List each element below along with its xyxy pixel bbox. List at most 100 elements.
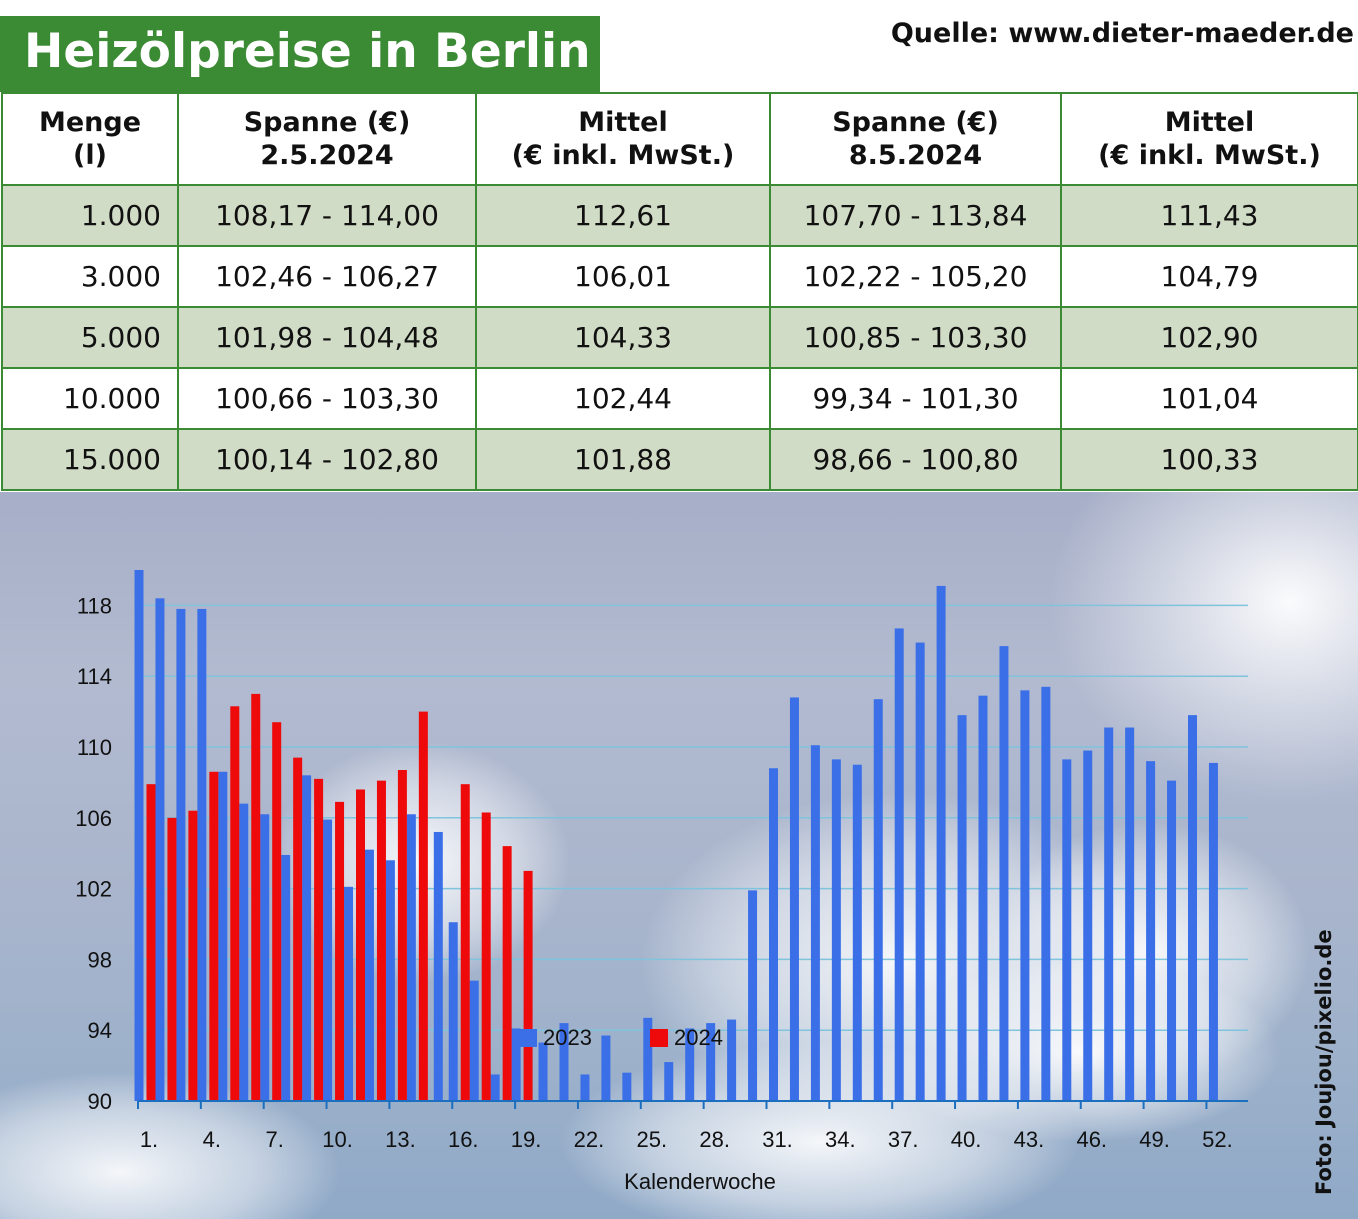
x-tick-label: 7. [266,1127,284,1152]
table-header-row: Menge (l) Spanne (€) 2.5.2024 Mittel (€ … [1,92,1358,186]
source-note: Quelle: www.dieter-maeder.de [890,18,1354,49]
x-axis-label: Kalenderwoche [624,1169,776,1194]
bar-2023-week-43 [1020,690,1030,1101]
bar-chart: 90 94 98 102 106 110 114 118 1. 4. 7. 10. 13. 16. 19. 2… [0,492,1358,1219]
x-tick-label: 52. [1202,1127,1233,1152]
bar-2024-week-16 [460,784,470,1101]
cell-mittel-2: 104,79 [1060,245,1358,308]
x-tick-label: 28. [699,1127,730,1152]
bar-2023-week-37 [894,628,904,1101]
bar-2023-week-35 [852,764,862,1101]
photo-credit: Foto: Joujou/pixelio.de [1312,929,1336,1195]
cell-spanne-2: 99,34 - 101,30 [769,367,1062,430]
bar-2023-week-5 [218,771,228,1101]
bar-2024-week-11 [356,789,365,1101]
page-title: Heizölpreise in Berlin [24,24,591,79]
bar-2023-week-15 [433,831,443,1101]
bar-2023-week-40 [957,715,967,1101]
x-tick-label: 4. [203,1127,221,1152]
bar-2023-week-47 [1104,727,1114,1101]
bar-2024-week-2 [167,817,177,1101]
cell-mittel-2: 101,04 [1060,367,1358,430]
bar-2023-week-1 [134,570,144,1101]
cell-mittel-2: 100,33 [1060,428,1358,491]
x-tick-label: 40. [951,1127,982,1152]
bar-2023-week-32 [789,697,799,1101]
y-tick-label: 106 [75,806,112,831]
bar-2023-week-3 [176,608,186,1101]
bar-2024-week-18 [502,846,512,1101]
bar-2024-week-13 [397,770,407,1101]
y-tick-label: 98 [88,947,112,972]
y-tick-label: 110 [77,735,112,760]
cell-mittel-1: 104,33 [475,306,771,369]
legend-label-2024: 2024 [674,1025,723,1050]
bar-2024-week-1 [146,784,156,1101]
y-tick-label: 114 [77,664,112,689]
legend-swatch-2024 [650,1029,668,1047]
bar-2023-week-48 [1125,727,1135,1101]
bar-2023-week-18 [490,1074,500,1101]
x-tick-label: 34. [825,1127,856,1152]
table-row: 1.000 108,17 - 114,00 112,61 107,70 - 11… [1,184,1358,247]
bar-2024-week-6 [251,693,261,1101]
axes: 90 94 98 102 106 110 114 118 1. 4. 7. 10. 13. 16. 19. 2… [75,593,1248,1152]
bar-2024-week-7 [272,722,282,1101]
cell-mittel-1: 101,88 [475,428,771,491]
x-tick-label: 49. [1139,1127,1170,1152]
bar-2023-week-36 [873,699,883,1101]
cell-mittel-2: 111,43 [1060,184,1358,247]
bar-2023-week-23 [601,1035,611,1101]
bar-2023-week-44 [1041,686,1051,1101]
bar-2023-week-12 [364,849,374,1101]
cell-menge: 1.000 [1,184,179,247]
bar-2023-week-25 [643,1017,653,1101]
bar-2023-week-11 [344,886,353,1101]
cell-spanne-1: 100,14 - 102,80 [177,428,477,491]
bar-2023-week-50 [1167,780,1177,1101]
legend: 2023 2024 [519,1025,723,1050]
bar-2023-week-38 [915,642,925,1101]
x-tick-label: 19. [511,1127,542,1152]
bar-2023-week-46 [1083,750,1093,1101]
y-tick-label: 90 [88,1089,112,1114]
table-row: 10.000 100,66 - 103,30 102,44 99,34 - 10… [1,367,1358,430]
bars [134,570,1218,1101]
bar-2023-week-6 [239,803,249,1101]
cell-menge: 10.000 [1,367,179,430]
x-tick-label: 43. [1014,1127,1045,1152]
bar-2023-week-52 [1208,762,1218,1101]
bar-2023-week-4 [197,608,207,1101]
cell-mittel-1: 102,44 [475,367,771,430]
y-tick-label: 102 [75,877,112,902]
x-tick-label: 10. [322,1127,353,1152]
cell-spanne-1: 100,66 - 103,30 [177,367,477,430]
table-row: 15.000 100,14 - 102,80 101,88 98,66 - 10… [1,428,1358,491]
cell-spanne-2: 98,66 - 100,80 [769,428,1062,491]
bar-2024-week-14 [418,711,428,1101]
cell-spanne-2: 100,85 - 103,30 [769,306,1062,369]
x-tick-label: 13. [385,1127,416,1152]
bar-2024-week-8 [293,757,303,1101]
bar-2023-week-30 [748,890,758,1101]
bar-2023-week-41 [978,695,988,1101]
x-tick-label: 31. [762,1127,793,1152]
bar-2023-week-45 [1062,759,1072,1101]
bar-2023-week-8 [281,854,291,1101]
bar-2023-week-14 [406,814,416,1101]
table-row: 3.000 102,46 - 106,27 106,01 102,22 - 10… [1,245,1358,308]
bar-2023-week-34 [831,759,841,1101]
bar-2023-week-51 [1188,715,1197,1101]
cell-menge: 5.000 [1,306,179,369]
legend-label-2023: 2023 [543,1025,592,1050]
bar-2023-week-20 [538,1042,548,1101]
bar-2023-week-21 [559,1023,569,1101]
bar-2024-week-12 [376,780,386,1101]
cell-spanne-2: 107,70 - 113,84 [769,184,1062,247]
bar-2023-week-7 [260,814,270,1101]
title-bar: Heizölpreise in Berlin [0,16,600,92]
x-tick-label: 25. [637,1127,668,1152]
y-tick-label: 94 [88,1018,112,1043]
chart-area: 90 94 98 102 106 110 114 118 1. 4. 7. 10. 13. 16. 19. 2… [0,492,1358,1219]
bar-2023-week-28 [706,1023,716,1101]
